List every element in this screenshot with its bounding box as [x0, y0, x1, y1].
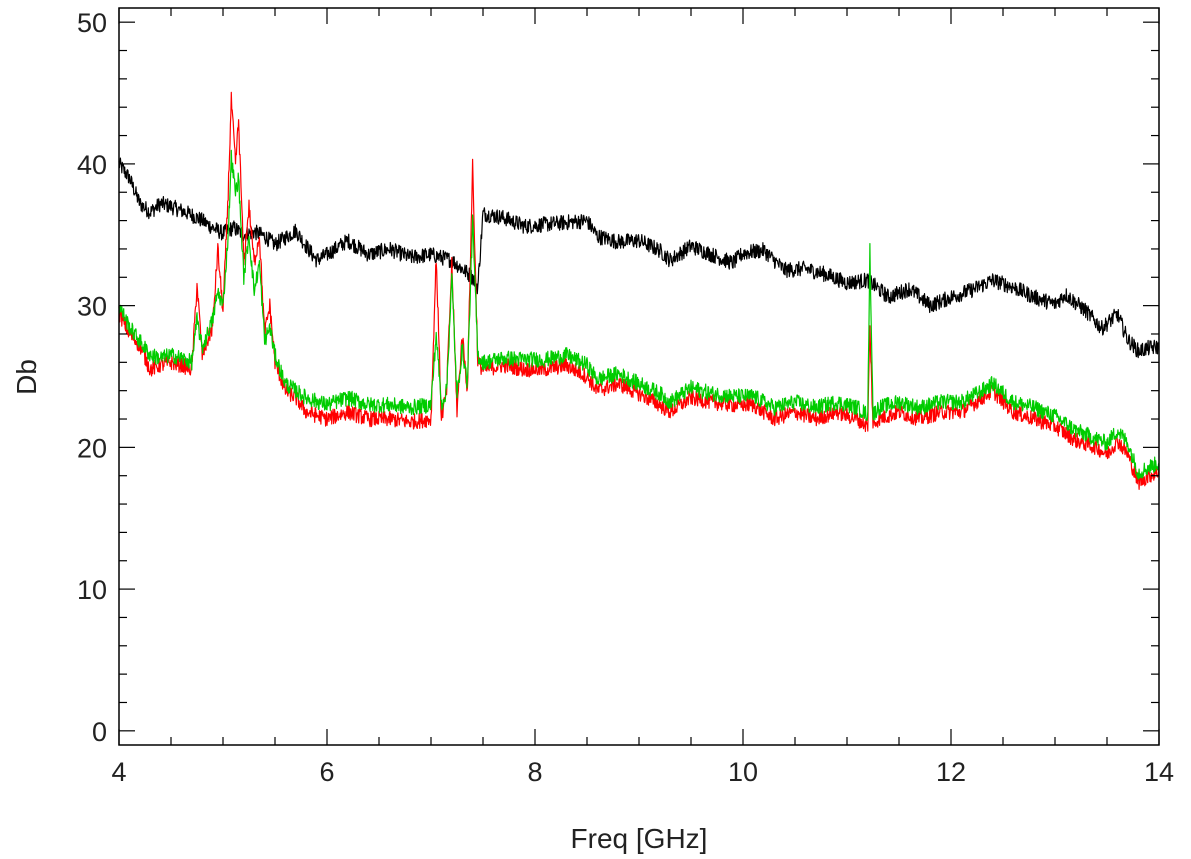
x-tick-label: 12	[936, 757, 966, 787]
x-tick-label: 6	[319, 757, 334, 787]
y-axis-title: Db	[11, 359, 42, 395]
y-tick-label: 20	[77, 433, 107, 463]
x-axis-ticks	[118, 8, 1160, 745]
y-axis-ticks	[119, 21, 1159, 732]
x-tick-label: 10	[728, 757, 758, 787]
y-tick-label: 0	[92, 717, 107, 747]
x-tick-label: 8	[527, 757, 542, 787]
series-line-0	[118, 157, 1160, 359]
plot-frame	[118, 7, 1160, 746]
x-axis-title: Freq [GHz]	[571, 823, 708, 854]
x-tick-label: 4	[111, 757, 126, 787]
y-tick-label: 40	[77, 150, 107, 180]
series-line-1	[118, 91, 1160, 490]
y-tick-label: 50	[77, 8, 107, 38]
y-axis-tick-labels: 0 10 20 30 40 50	[77, 8, 107, 747]
x-tick-label: 14	[1144, 757, 1174, 787]
x-axis-tick-labels: 4 6 8 10 12 14	[111, 757, 1174, 787]
series-line-2	[118, 149, 1160, 480]
y-tick-label: 10	[77, 575, 107, 605]
y-tick-label: 30	[77, 292, 107, 322]
plot-lines	[118, 91, 1160, 490]
